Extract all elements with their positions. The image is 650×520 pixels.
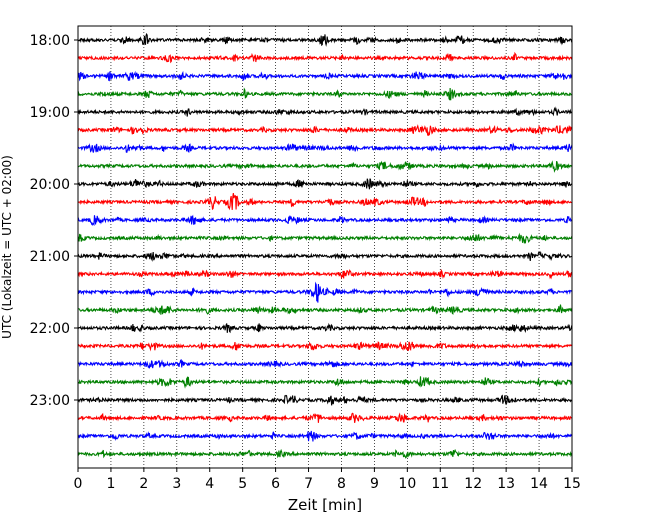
x-tick-label: 1 [106, 476, 115, 492]
plot-frame [77, 25, 573, 469]
x-tick-label: 4 [205, 476, 214, 492]
y-tick-label: 20:00 [30, 177, 70, 193]
trace-2345 [77, 448, 573, 459]
trace-2215 [77, 341, 573, 352]
y-tick-label: 19:00 [30, 105, 70, 121]
trace-rows [77, 32, 573, 459]
x-tick-label: 0 [74, 476, 83, 492]
trace-1900 [77, 106, 573, 117]
x-tick-label: 12 [464, 476, 482, 492]
y-tick-label: 22:00 [30, 321, 70, 337]
y-axis-ticks: 18:00 19:00 20:00 21:00 22:00 23:00 [30, 33, 78, 409]
trace-2230 [77, 359, 573, 369]
y-axis-label: UTC (Lokalzeit = UTC + 02:00) [0, 155, 14, 339]
trace-2130 [77, 281, 573, 303]
x-tick-label: 6 [271, 476, 280, 492]
x-tick-label: 5 [238, 476, 247, 492]
trace-1830 [77, 70, 573, 82]
trace-2115 [77, 268, 573, 280]
trace-2300 [77, 394, 573, 406]
y-tick-label: 21:00 [30, 249, 70, 265]
x-tick-label: 9 [370, 476, 379, 492]
x-axis-label: Zeit [min] [288, 496, 362, 514]
x-tick-label: 3 [172, 476, 181, 492]
x-tick-label: 10 [398, 476, 416, 492]
trace-1945 [77, 160, 573, 173]
trace-2015 [77, 193, 573, 211]
trace-2145 [77, 304, 573, 315]
trace-1800 [77, 32, 573, 47]
x-tick-label: 7 [304, 476, 313, 492]
x-tick-label: 11 [431, 476, 449, 492]
y-tick-label: 18:00 [30, 33, 70, 49]
trace-2315 [77, 412, 573, 423]
x-tick-label: 2 [139, 476, 148, 492]
plot-area-background [78, 26, 572, 468]
trace-2100 [77, 250, 573, 262]
x-tick-label: 15 [563, 476, 581, 492]
trace-1845 [77, 87, 573, 101]
y-tick-label: 23:00 [30, 393, 70, 409]
trace-2245 [77, 375, 573, 389]
trace-2330 [77, 430, 573, 442]
trace-2200 [77, 322, 573, 334]
trace-1915 [77, 124, 573, 137]
x-tick-label: 13 [497, 476, 515, 492]
x-tick-label: 14 [530, 476, 548, 492]
trace-1930 [77, 142, 573, 153]
x-axis-ticks: 0 1 2 3 4 5 6 7 8 9 10 11 12 13 14 15 [74, 468, 581, 492]
trace-2045 [77, 232, 573, 245]
trace-1815 [77, 51, 573, 64]
trace-2000 [77, 178, 573, 190]
trace-2030 [77, 214, 573, 227]
x-tick-label: 8 [337, 476, 346, 492]
